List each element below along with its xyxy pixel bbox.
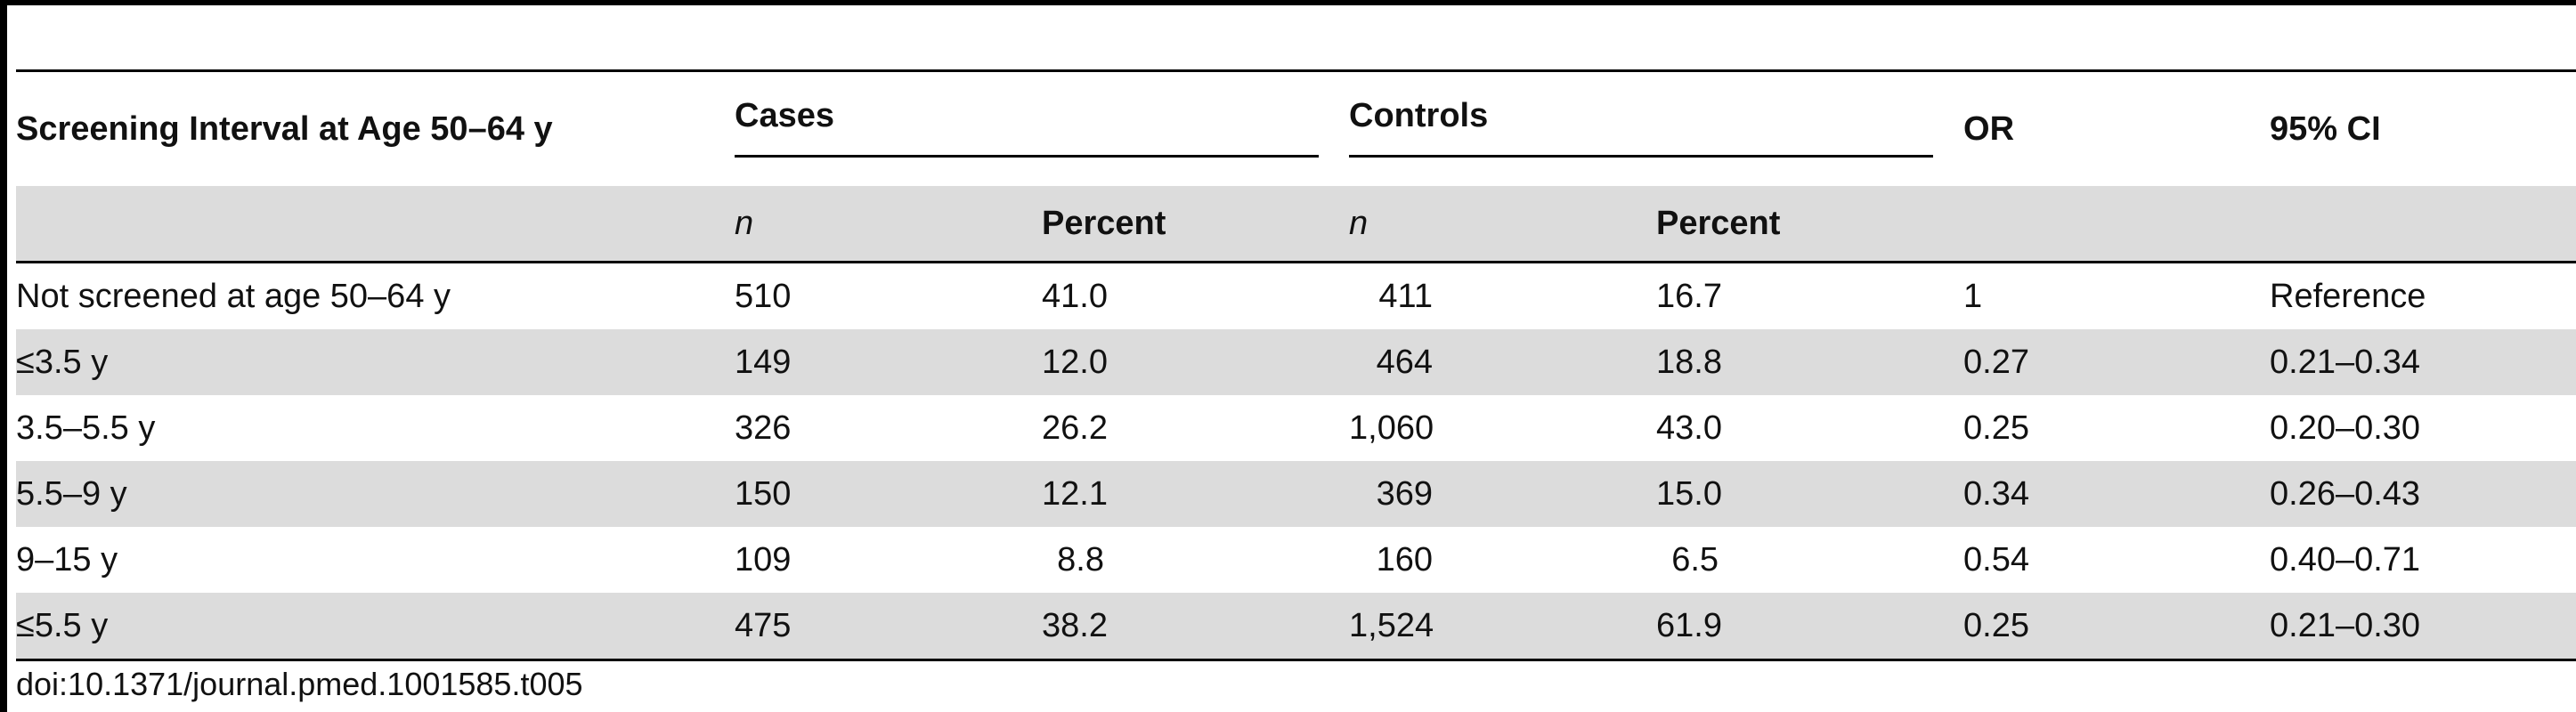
table-row: ≤3.5 y 149 12.0 464 18.8 0.27 0.21–0.34 — [16, 329, 2576, 395]
controls-group-rule — [1349, 155, 1934, 158]
cell-controls-percent: 43.0 — [1656, 409, 1722, 447]
header-controls-group: Controls — [1349, 71, 1963, 187]
cell-cases-percent: 38.2 — [1042, 606, 1108, 644]
cell-controls-n: 1,524 — [1349, 606, 1434, 644]
cell-ci: Reference — [2270, 277, 2426, 315]
header-or: OR — [1963, 109, 2015, 148]
results-table: Screening Interval at Age 50–64 y Cases … — [16, 69, 2576, 661]
header-controls-percent: Percent — [1656, 204, 1781, 242]
cell-controls-percent: 15.0 — [1656, 474, 1722, 513]
cell-controls-percent: 16.7 — [1656, 277, 1722, 315]
cell-cases-percent: 8.8 — [1057, 540, 1104, 578]
header-controls: Controls — [1349, 97, 1489, 134]
cell-cases-n: 475 — [735, 606, 792, 644]
cell-cases-n: 149 — [735, 343, 792, 381]
cell-or: 1 — [1963, 277, 1983, 315]
results-table-container: Screening Interval at Age 50–64 y Cases … — [16, 69, 2576, 661]
header-sub-ci-empty — [2270, 186, 2576, 263]
top-border — [0, 0, 2576, 5]
cell-interval: Not screened at age 50–64 y — [16, 277, 451, 315]
cell-interval: 9–15 y — [16, 540, 118, 578]
cell-or: 0.34 — [1963, 474, 2029, 513]
table-row: 3.5–5.5 y 326 26.2 1,060 43.0 0.25 0.20–… — [16, 395, 2576, 461]
table-row: Not screened at age 50–64 y 510 41.0 411… — [16, 263, 2576, 330]
header-row-main: Screening Interval at Age 50–64 y Cases … — [16, 70, 2576, 187]
cell-controls-n: 464 — [1376, 343, 1434, 381]
cell-controls-percent: 6.5 — [1671, 540, 1719, 578]
cases-group-rule — [735, 155, 1320, 158]
header-ci: 95% CI — [2270, 109, 2381, 148]
cell-cases-percent: 26.2 — [1042, 409, 1108, 447]
cell-ci: 0.21–0.34 — [2270, 343, 2421, 381]
header-interval: Screening Interval at Age 50–64 y — [16, 109, 553, 148]
header-controls-n: n — [1349, 204, 1369, 242]
header-cases-percent: Percent — [1042, 204, 1166, 242]
cell-interval: ≤5.5 y — [16, 606, 109, 644]
header-cases-group: Cases — [735, 71, 1349, 187]
cell-controls-percent: 61.9 — [1656, 606, 1722, 644]
header-sub-empty — [16, 186, 735, 263]
cell-interval: 5.5–9 y — [16, 474, 127, 513]
header-row-sub: n Percent n Percent — [16, 186, 2576, 263]
doi-link[interactable]: doi:10.1371/journal.pmed.1001585.t005 — [16, 666, 583, 702]
cell-interval: 3.5–5.5 y — [16, 409, 156, 447]
cell-cases-percent: 41.0 — [1042, 277, 1108, 315]
table-row: 5.5–9 y 150 12.1 369 15.0 0.34 0.26–0.43 — [16, 461, 2576, 527]
cell-ci: 0.26–0.43 — [2270, 474, 2421, 513]
cell-or: 0.27 — [1963, 343, 2029, 381]
cell-ci: 0.40–0.71 — [2270, 540, 2421, 578]
cell-or: 0.54 — [1963, 540, 2029, 578]
cell-or: 0.25 — [1963, 606, 2029, 644]
cell-cases-n: 326 — [735, 409, 792, 447]
cell-cases-n: 510 — [735, 277, 792, 315]
header-cases: Cases — [735, 97, 834, 134]
cell-controls-n: 160 — [1376, 540, 1434, 578]
table-row: ≤5.5 y 475 38.2 1,524 61.9 0.25 0.21–0.3… — [16, 593, 2576, 660]
cell-ci: 0.21–0.30 — [2270, 606, 2421, 644]
cell-cases-percent: 12.0 — [1042, 343, 1108, 381]
cell-controls-n: 369 — [1376, 474, 1434, 513]
cell-or: 0.25 — [1963, 409, 2029, 447]
cell-cases-percent: 12.1 — [1042, 474, 1108, 513]
cell-controls-n: 411 — [1378, 277, 1434, 315]
cell-interval: ≤3.5 y — [16, 343, 109, 381]
table-row: 9–15 y 109 8.8 160 6.5 0.54 0.40–0.71 — [16, 527, 2576, 593]
cell-cases-n: 150 — [735, 474, 792, 513]
header-sub-or-empty — [1963, 186, 2270, 263]
header-cases-n: n — [735, 204, 754, 242]
cell-ci: 0.20–0.30 — [2270, 409, 2421, 447]
cell-controls-percent: 18.8 — [1656, 343, 1722, 381]
cell-controls-n: 1,060 — [1349, 409, 1434, 447]
cell-cases-n: 109 — [735, 540, 792, 578]
left-border — [0, 0, 7, 712]
